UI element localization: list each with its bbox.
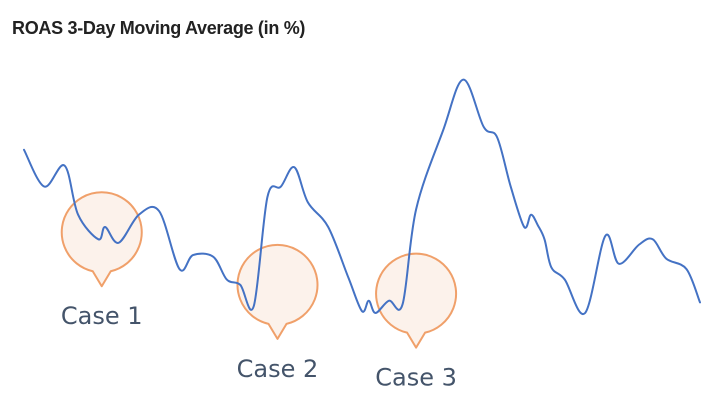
data-point-20 (346, 276, 350, 280)
data-point-42 (651, 237, 655, 241)
data-point-6 (117, 241, 121, 245)
data-point-29 (482, 125, 486, 129)
data-point-1 (42, 185, 46, 189)
data-point-33 (529, 213, 533, 217)
data-point-34 (536, 223, 540, 227)
data-point-45 (698, 300, 702, 304)
data-point-4 (96, 237, 100, 241)
roas-series-line (23, 78, 701, 315)
data-point-0 (22, 148, 26, 152)
callout-case-3 (375, 252, 458, 349)
data-point-7 (137, 213, 141, 217)
data-point-30 (495, 135, 499, 139)
data-point-3 (76, 213, 80, 217)
data-point-31 (509, 185, 513, 189)
callout-bubble (236, 243, 319, 340)
data-point-23 (374, 311, 378, 315)
data-point-41 (637, 243, 641, 247)
data-point-35 (543, 237, 547, 241)
data-point-32 (522, 225, 526, 229)
chart-title: ROAS 3-Day Moving Average (in %) (12, 18, 306, 38)
data-point-15 (265, 195, 269, 199)
callout-case-2 (236, 243, 319, 340)
data-point-40 (617, 262, 621, 266)
data-point-2 (63, 164, 67, 168)
data-point-44 (684, 267, 688, 271)
data-point-11 (211, 255, 215, 259)
data-point-24 (387, 299, 391, 303)
callout-bubble (60, 191, 143, 288)
data-point-14 (252, 304, 256, 308)
data-point-13 (238, 283, 242, 287)
data-point-16 (279, 185, 283, 189)
callout-bubble (375, 252, 458, 349)
data-point-28 (461, 78, 465, 82)
data-point-27 (441, 128, 445, 132)
data-point-43 (664, 257, 668, 261)
data-point-26 (414, 207, 418, 211)
data-point-37 (563, 278, 567, 282)
data-point-12 (225, 278, 229, 282)
data-point-8 (157, 209, 161, 213)
data-point-25 (401, 302, 405, 306)
data-point-10 (191, 253, 195, 257)
data-point-17 (292, 165, 296, 169)
data-point-36 (549, 265, 553, 269)
data-point-18 (306, 200, 310, 204)
data-point-9 (177, 267, 181, 271)
case-label-2: Case 2 (237, 355, 319, 383)
data-point-19 (326, 225, 330, 229)
data-point-39 (603, 234, 607, 238)
data-point-38 (583, 311, 587, 315)
data-point-21 (360, 309, 364, 313)
case-label-3: Case 3 (375, 364, 457, 392)
data-point-22 (367, 299, 371, 303)
case-label-1: Case 1 (61, 302, 143, 330)
data-point-5 (103, 225, 107, 229)
callout-case-1 (60, 191, 143, 288)
